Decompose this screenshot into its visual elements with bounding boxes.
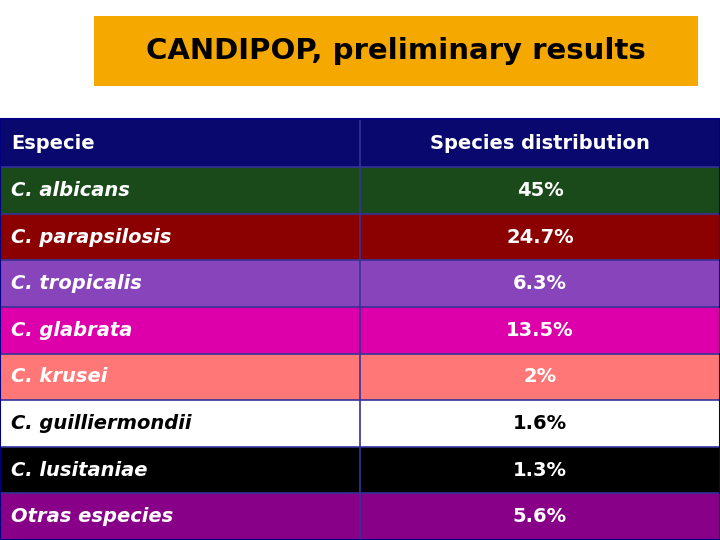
Bar xyxy=(0,307,720,354)
Text: CANDIPOP, preliminary results: CANDIPOP, preliminary results xyxy=(146,37,646,65)
Bar xyxy=(0,494,720,540)
Text: Especie: Especie xyxy=(11,133,94,152)
Bar xyxy=(0,119,720,167)
Text: C. krusei: C. krusei xyxy=(11,367,107,387)
Text: 5.6%: 5.6% xyxy=(513,507,567,526)
Bar xyxy=(0,354,720,400)
Text: 1.6%: 1.6% xyxy=(513,414,567,433)
Text: 45%: 45% xyxy=(517,181,563,200)
Bar xyxy=(0,214,720,260)
Text: Otras especies: Otras especies xyxy=(11,507,173,526)
Text: C. glabrata: C. glabrata xyxy=(11,321,132,340)
Text: 2%: 2% xyxy=(523,367,557,387)
Text: 13.5%: 13.5% xyxy=(506,321,574,340)
Bar xyxy=(0,447,720,494)
Text: C. albicans: C. albicans xyxy=(11,181,130,200)
Text: 24.7%: 24.7% xyxy=(506,228,574,247)
Text: C. parapsilosis: C. parapsilosis xyxy=(11,228,171,247)
Bar xyxy=(0,400,720,447)
Text: C. guilliermondii: C. guilliermondii xyxy=(11,414,192,433)
Text: C. lusitaniae: C. lusitaniae xyxy=(11,461,148,480)
Text: 6.3%: 6.3% xyxy=(513,274,567,293)
Text: 1.3%: 1.3% xyxy=(513,461,567,480)
Bar xyxy=(94,16,698,86)
Bar xyxy=(0,119,720,540)
Text: C. tropicalis: C. tropicalis xyxy=(11,274,142,293)
Bar xyxy=(0,260,720,307)
Text: Species distribution: Species distribution xyxy=(430,133,650,152)
Bar xyxy=(0,167,720,214)
